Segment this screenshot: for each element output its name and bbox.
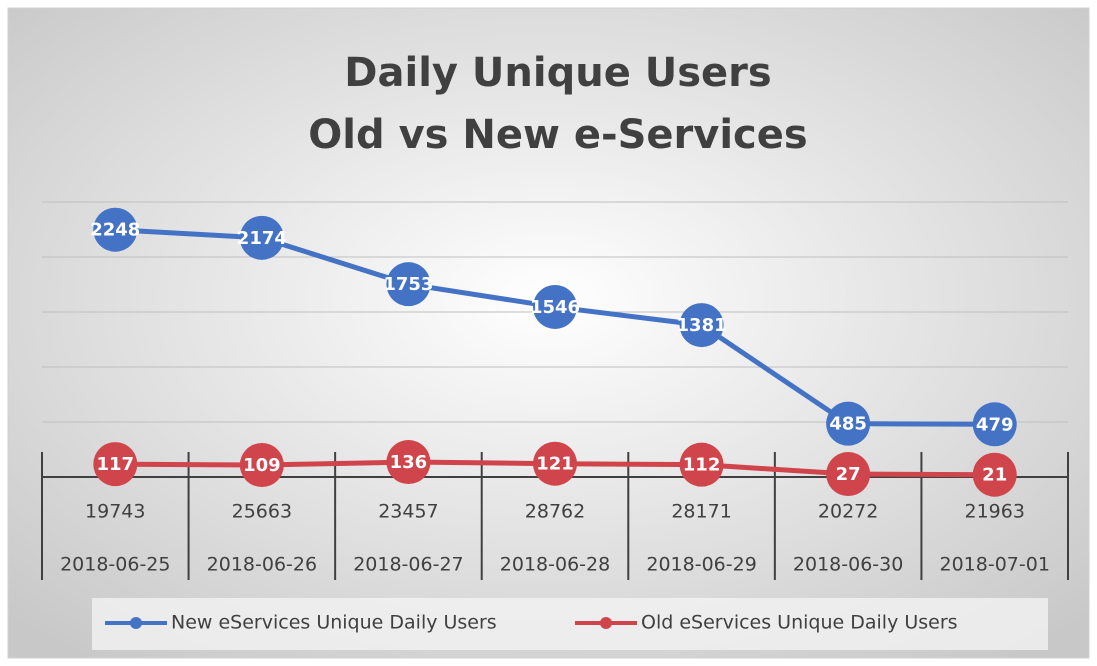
data-label: 1381 (677, 315, 727, 336)
data-point (533, 441, 577, 486)
data-label: 1546 (530, 297, 580, 318)
data-point (239, 215, 284, 260)
x-tick-sublabel: 28171 (671, 501, 731, 523)
x-tick-label: 2018-06-25 (60, 554, 170, 576)
data-point (93, 442, 138, 487)
data-label: 2174 (237, 228, 287, 249)
x-tick-label: 2018-06-29 (646, 554, 756, 576)
data-point (679, 442, 724, 487)
data-label: 121 (536, 454, 574, 475)
x-tick-sublabel: 20272 (818, 501, 878, 523)
data-label: 485 (829, 414, 867, 435)
x-tick-sublabel: 23457 (378, 501, 438, 523)
chart-title: Daily Unique Users (344, 50, 771, 96)
legend-box (92, 598, 1048, 650)
data-point (239, 443, 284, 488)
x-tick-sublabel: 21963 (964, 501, 1024, 523)
data-point (533, 284, 577, 329)
data-label: 27 (836, 464, 861, 485)
data-point (826, 452, 871, 497)
legend-label: Old eServices Unique Daily Users (641, 612, 958, 634)
data-point (93, 207, 138, 252)
data-point (386, 440, 431, 485)
data-point (386, 262, 431, 307)
data-point (826, 401, 871, 446)
x-tick-sublabel: 25663 (232, 501, 292, 523)
data-label: 117 (96, 454, 134, 475)
x-tick-label: 2018-07-01 (940, 554, 1050, 576)
x-tick-label: 2018-06-30 (793, 554, 903, 576)
data-point (679, 303, 724, 348)
data-label: 136 (390, 452, 428, 473)
x-tick-label: 2018-06-28 (500, 554, 610, 576)
data-label: 21 (982, 465, 1007, 486)
data-label: 479 (976, 414, 1014, 435)
data-point (972, 452, 1017, 497)
data-label: 109 (243, 455, 281, 476)
data-label: 112 (683, 455, 721, 476)
x-tick-label: 2018-06-26 (207, 554, 317, 576)
legend-marker (130, 617, 142, 629)
data-point (972, 402, 1017, 447)
data-label: 1753 (383, 274, 433, 295)
legend-marker (600, 617, 612, 629)
data-label: 2248 (90, 220, 140, 241)
legend-label: New eServices Unique Daily Users (171, 612, 497, 634)
x-tick-sublabel: 19743 (85, 501, 145, 523)
chart-title: Old vs New e-Services (308, 112, 807, 158)
x-tick-sublabel: 28762 (525, 501, 585, 523)
x-tick-label: 2018-06-27 (353, 554, 463, 576)
